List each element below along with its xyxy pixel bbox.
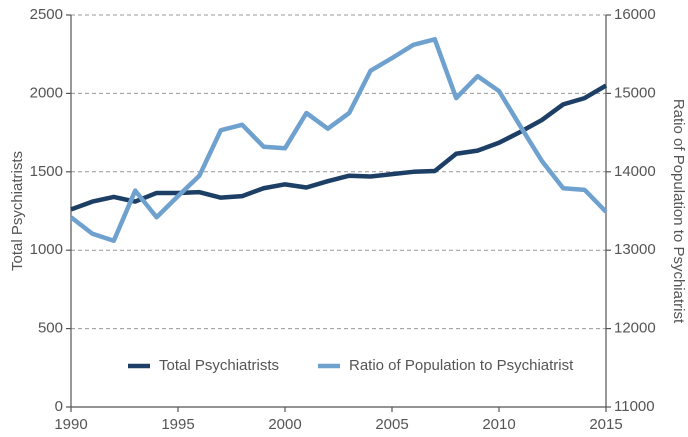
y-tick-label: 1000 [30, 241, 63, 258]
y-tick-label: 2000 [30, 84, 63, 101]
legend-label: Total Psychiatrists [159, 357, 279, 374]
x-tick-label: 2015 [589, 416, 622, 433]
y2-tick-label: 11000 [614, 398, 655, 415]
x-tick-label: 1990 [54, 416, 87, 433]
y2-tick-label: 15000 [614, 84, 656, 101]
legend-label: Ratio of Population to Psychiatrist [349, 357, 574, 374]
x-tick-label: 2010 [482, 416, 515, 433]
data-line [69, 37, 608, 244]
x-tick-label: 1995 [161, 416, 194, 433]
y-tick-label: 1500 [30, 163, 63, 180]
y-tick-label: 2500 [30, 6, 63, 23]
y2-axis-title: Ratio of Population to Psychiatrist [670, 99, 687, 324]
x-tick-label: 2000 [268, 416, 301, 433]
x-tick-label: 2005 [375, 416, 408, 433]
y-tick-label: 0 [55, 398, 63, 415]
y-axis-title: Total Psychiatrists [9, 151, 26, 271]
data-line [70, 83, 608, 212]
y-tick-label: 500 [38, 320, 63, 337]
y2-tick-label: 14000 [614, 163, 656, 180]
y2-tick-label: 12000 [614, 320, 656, 337]
y2-tick-label: 16000 [614, 6, 656, 23]
y2-tick-label: 13000 [614, 241, 656, 258]
